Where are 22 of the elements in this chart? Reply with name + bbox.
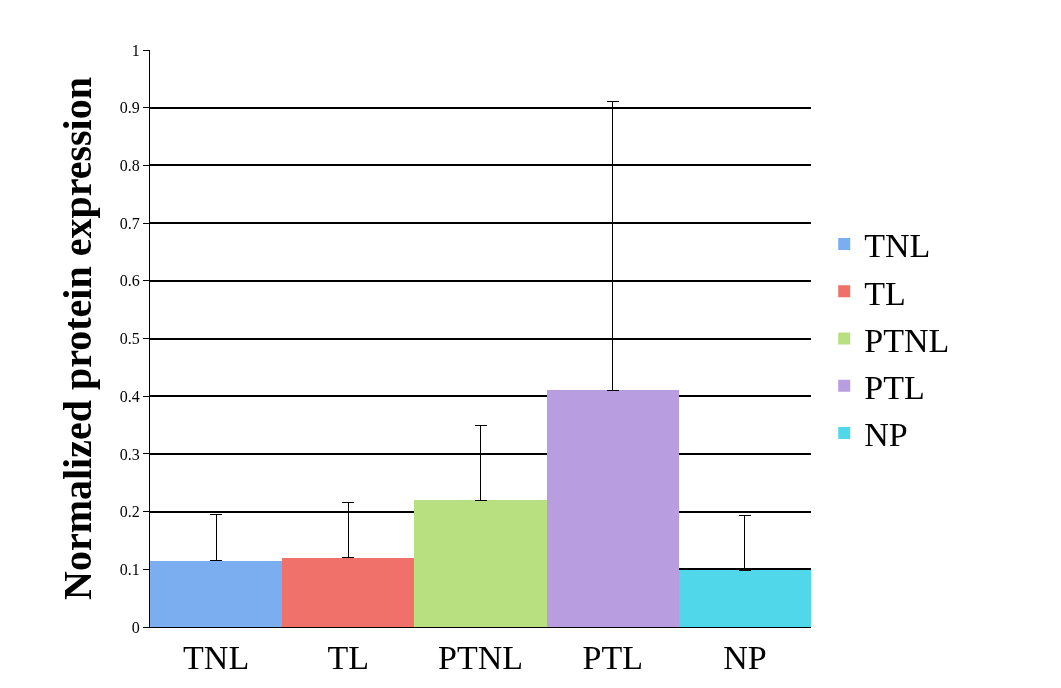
y-tick-label: 0.2 xyxy=(119,503,140,521)
y-tick-label: 0.9 xyxy=(119,99,140,117)
x-tick-label: TNL xyxy=(183,638,250,676)
legend-label: PTL xyxy=(864,368,925,406)
y-tick-label: 0.7 xyxy=(119,214,140,232)
y-tick-label: 0.6 xyxy=(119,272,140,290)
y-tick-label: 0.8 xyxy=(119,157,140,174)
x-tick-label: NP xyxy=(723,638,767,676)
y-axis-title: Normalized protein expression xyxy=(55,77,101,600)
legend-label: TL xyxy=(864,274,906,312)
y-tick-label: 0.1 xyxy=(119,560,140,578)
x-tick-label: PTNL xyxy=(438,638,523,676)
legend-label: TNL xyxy=(864,227,931,265)
y-tick-label: 0.5 xyxy=(119,330,140,348)
x-tick-label: PTL xyxy=(582,638,643,676)
y-tick-label: 0 xyxy=(131,618,140,636)
legend-label: PTNL xyxy=(864,321,950,359)
x-tick-label: TL xyxy=(327,638,370,676)
y-tick-label: 0.4 xyxy=(119,387,140,405)
y-tick-label: 1 xyxy=(131,41,140,59)
legend-label: NP xyxy=(864,416,908,454)
y-tick-label: 0.3 xyxy=(119,445,140,463)
